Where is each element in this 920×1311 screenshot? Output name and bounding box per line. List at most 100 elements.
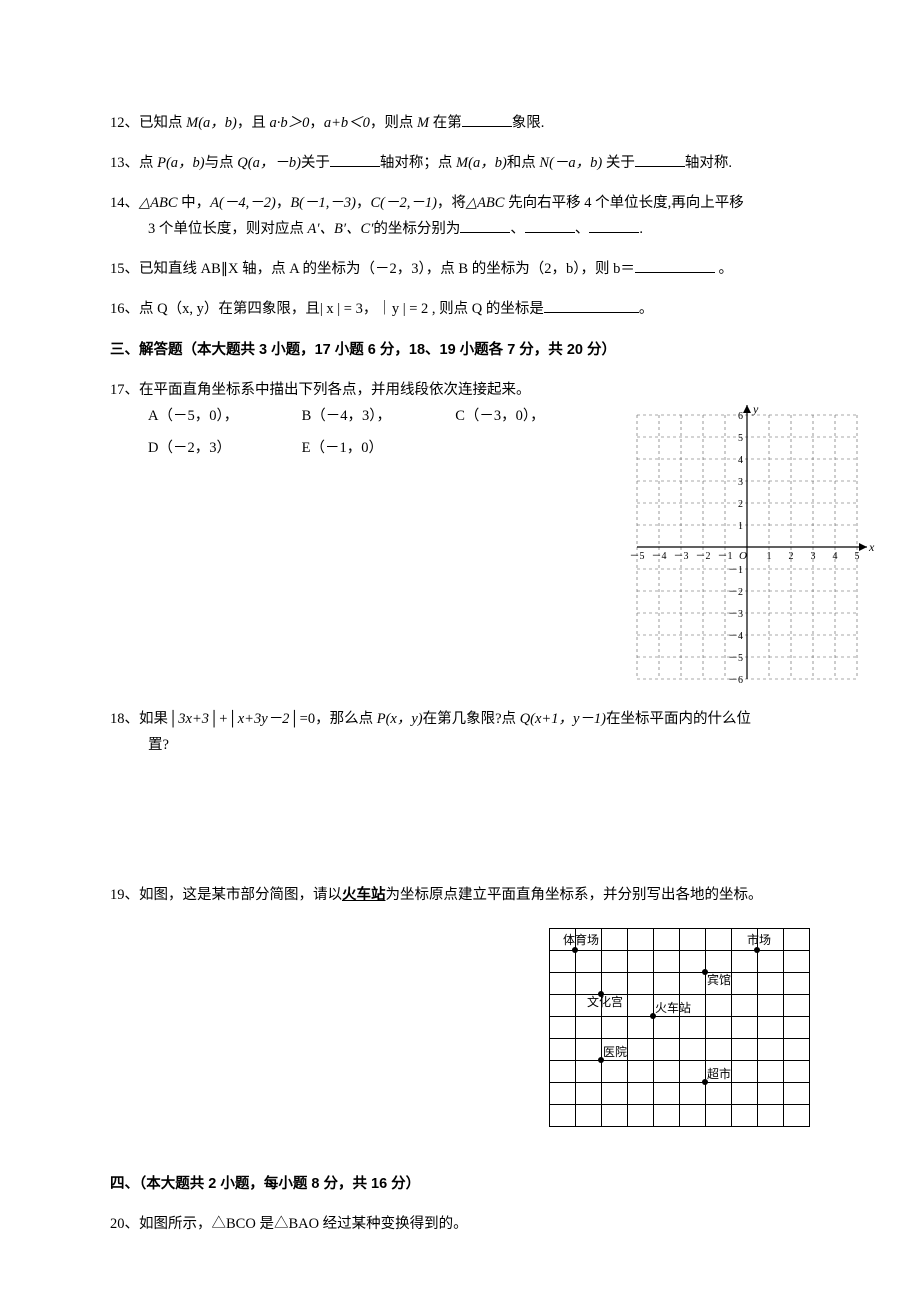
svg-text:－2: －2: [728, 587, 743, 598]
svg-text:3: 3: [811, 551, 816, 562]
q19-pre: 如图，这是某市部分简图，请以: [139, 887, 342, 903]
q19-post: 为坐标原点建立平面直角坐标系，并分别写出各地的坐标。: [386, 887, 763, 903]
q18-line2: 置?: [148, 737, 169, 753]
question-20: 20、如图所示，△BCO 是△BAO 经过某种变换得到的。: [110, 1211, 810, 1237]
q14-b: B(－1,－3): [290, 195, 356, 211]
q17-text: 在平面直角坐标系中描出下列各点，并用线段依次连接起来。: [139, 382, 531, 398]
question-14-line2: 3 个单位长度，则对应点 A′、B′、C′的坐标分别为 、 、.: [110, 216, 810, 242]
svg-text:－4: －4: [728, 631, 743, 642]
svg-text:6: 6: [738, 411, 743, 422]
q17-pt-b: B（－4，3），: [302, 403, 452, 429]
q14-c: C(－2,－1): [370, 195, 436, 211]
svg-text:5: 5: [855, 551, 860, 562]
section-4-title: 四、（本大题共 2 小题，每小题 8 分，共 16 分）: [110, 1171, 810, 1197]
q16-tail: 。: [639, 301, 654, 317]
q18-p: P(x，y): [377, 711, 423, 727]
q14-c2: ，: [356, 195, 371, 211]
q14-pts: A′、B′、C′: [308, 221, 374, 237]
q20-text: 如图所示，△BCO 是△BAO 经过某种变换得到的。: [139, 1216, 468, 1232]
svg-text:1: 1: [767, 551, 772, 562]
question-17: 17、在平面直角坐标系中描出下列各点，并用线段依次连接起来。: [110, 377, 810, 403]
q15-num: 15、: [110, 261, 139, 277]
q17-pt-a: A（－5，0），: [148, 403, 298, 429]
q19-num: 19、: [110, 887, 139, 903]
q12-mid2: ，: [309, 115, 324, 131]
q12-mid3: ，则点: [370, 115, 417, 131]
q14-blank3: [589, 219, 639, 234]
q14-tri2: △ABC: [466, 195, 505, 211]
q13-p: P(a，b): [157, 155, 205, 171]
svg-text:－3: －3: [728, 609, 743, 620]
svg-text:－2: －2: [696, 551, 711, 562]
q16-text: 点 Q（x, y）在第四象限，且| x | = 3，｜y | = 2 , 则点 …: [139, 301, 544, 317]
q17-pt-d: D（－2，3）: [148, 435, 298, 461]
q12-num: 12、: [110, 115, 139, 131]
q13-mid2: 关于: [301, 155, 330, 171]
q14-tri: △ABC: [139, 195, 178, 211]
q13-q: Q(a，－b): [237, 155, 301, 171]
question-18-line2: 置?: [110, 732, 810, 758]
q19-city-map: 体育场市场宾馆文化宫火车站医院超市: [549, 928, 810, 1127]
q14-sep2: 、: [575, 221, 590, 237]
svg-text:O: O: [739, 550, 747, 562]
q12-pt2: M: [417, 115, 429, 131]
svg-text:－3: －3: [674, 551, 689, 562]
section-3-title: 三、解答题（本大题共 3 小题，17 小题 6 分，18、19 小题各 7 分，…: [110, 337, 810, 363]
q14-blank1: [460, 219, 510, 234]
q17-pt-c: C（－3，0），: [455, 403, 605, 429]
q13-n: N(－a，b): [539, 155, 602, 171]
q17-num: 17、: [110, 382, 139, 398]
question-12: 12、已知点 M(a，b)，且 a·b＞0，a+b＜0，则点 M 在第象限.: [110, 110, 810, 136]
svg-text:5: 5: [738, 433, 743, 444]
q14-blank2: [525, 219, 575, 234]
svg-text:2: 2: [789, 551, 794, 562]
q14-desc: 先向右平移 4 个单位长度,再向上平移: [504, 195, 743, 211]
q17-coordinate-grid: －5－4－3－2－112345－6－5－4－3－2－1123456Oxy: [629, 403, 875, 696]
q14-line2a: 3 个单位长度，则对应点: [148, 221, 308, 237]
svg-text:－5: －5: [728, 653, 743, 664]
svg-text:4: 4: [738, 455, 743, 466]
q14-sep1: 、: [510, 221, 525, 237]
q18-expr2: x+3y－2: [238, 711, 290, 727]
map-label-palace: 文化宫: [587, 996, 623, 1008]
q19-station: 火车站: [342, 887, 386, 903]
q13-mid4: 关于: [602, 155, 635, 171]
q18-l1e: 在坐标平面内的什么位: [606, 711, 751, 727]
map-label-market: 市场: [747, 934, 771, 946]
map-label-supermarket: 超市: [707, 1068, 731, 1080]
svg-text:－1: －1: [718, 551, 733, 562]
svg-text:y: y: [752, 403, 759, 416]
map-label-hotel: 宾馆: [707, 974, 731, 986]
q12-cond1: a·b＞0: [270, 115, 310, 131]
svg-text:3: 3: [738, 477, 743, 488]
question-19: 19、如图，这是某市部分简图，请以火车站为坐标原点建立平面直角坐标系，并分别写出…: [110, 882, 810, 908]
q14-line2b: 的坐标分别为: [373, 221, 460, 237]
svg-text:－1: －1: [728, 565, 743, 576]
q12-pt: M(a，b): [186, 115, 237, 131]
q12-pre: 已知点: [139, 115, 186, 131]
q18-l1a: 如果│: [139, 711, 178, 727]
q18-l1d: 在第几象限?点: [423, 711, 520, 727]
q15-tail: 。: [715, 261, 733, 277]
q16-num: 16、: [110, 301, 139, 317]
q13-blank1: [330, 153, 380, 168]
q12-blank: [462, 113, 512, 128]
question-15: 15、已知直线 AB∥X 轴，点 A 的坐标为（－2，3），点 B 的坐标为（2…: [110, 256, 810, 282]
q12-mid1: ，且: [237, 115, 270, 131]
question-13: 13、点 P(a，b)与点 Q(a，－b)关于轴对称；点 M(a，b)和点 N(…: [110, 150, 810, 176]
q14-mid1: 中，: [178, 195, 211, 211]
map-label-stadium: 体育场: [563, 934, 599, 946]
map-label-hospital: 医院: [603, 1046, 627, 1058]
q14-period: .: [639, 221, 643, 237]
svg-text:－6: －6: [728, 675, 743, 686]
q12-post: 在第: [429, 115, 462, 131]
q13-axis1: 轴对称；点: [380, 155, 456, 171]
svg-text:x: x: [868, 540, 875, 554]
q18-q: Q(x+1，y－1): [520, 711, 606, 727]
q13-tail: 轴对称.: [685, 155, 732, 171]
q14-a: A(－4,－2): [210, 195, 276, 211]
q14-num: 14、: [110, 195, 139, 211]
q12-tail: 象限.: [512, 115, 545, 131]
q18-l1b: │+│: [209, 711, 238, 727]
q15-text: 已知直线 AB∥X 轴，点 A 的坐标为（－2，3），点 B 的坐标为（2，b）…: [139, 261, 635, 277]
